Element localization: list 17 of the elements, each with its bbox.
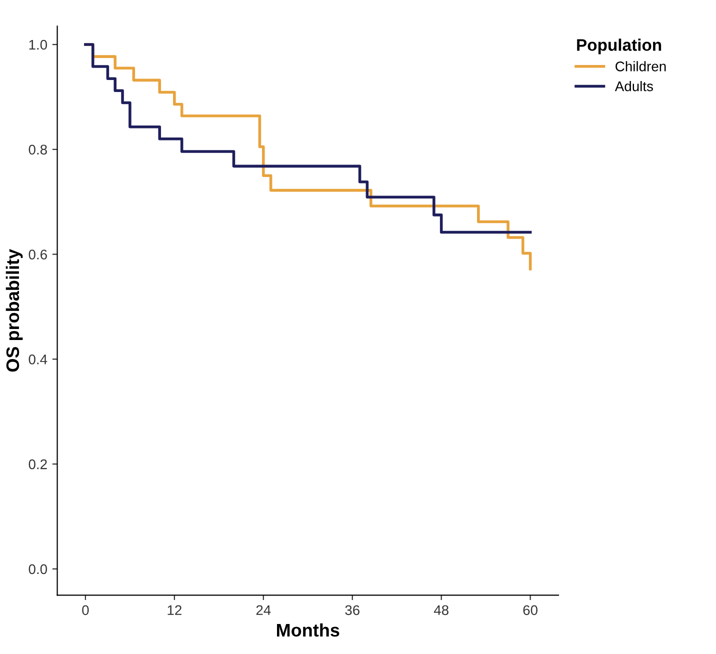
x-tick-label: 12 bbox=[168, 605, 182, 615]
x-tick-label: 60 bbox=[523, 605, 538, 616]
legend-label: Adults bbox=[614, 81, 653, 92]
x-tick-label: 36 bbox=[345, 605, 360, 616]
y-tick-label: 1.0 bbox=[29, 40, 48, 50]
y-tick-label: 0.8 bbox=[28, 144, 47, 155]
x-tick-label: 0 bbox=[82, 605, 89, 616]
y-tick-label: 0.6 bbox=[28, 250, 47, 260]
y-tick-label: 0.2 bbox=[28, 459, 47, 470]
x-tick-label: 24 bbox=[256, 605, 271, 615]
y-tick-label: 0.0 bbox=[28, 564, 48, 574]
legend-title: Population bbox=[577, 38, 662, 54]
x-axis-title: Months bbox=[277, 623, 340, 637]
x-tick-label: 48 bbox=[434, 605, 448, 616]
y-axis-title: OS probability bbox=[6, 249, 23, 372]
legend-label: Children bbox=[616, 61, 666, 72]
y-tick-label: 0.4 bbox=[28, 354, 48, 364]
